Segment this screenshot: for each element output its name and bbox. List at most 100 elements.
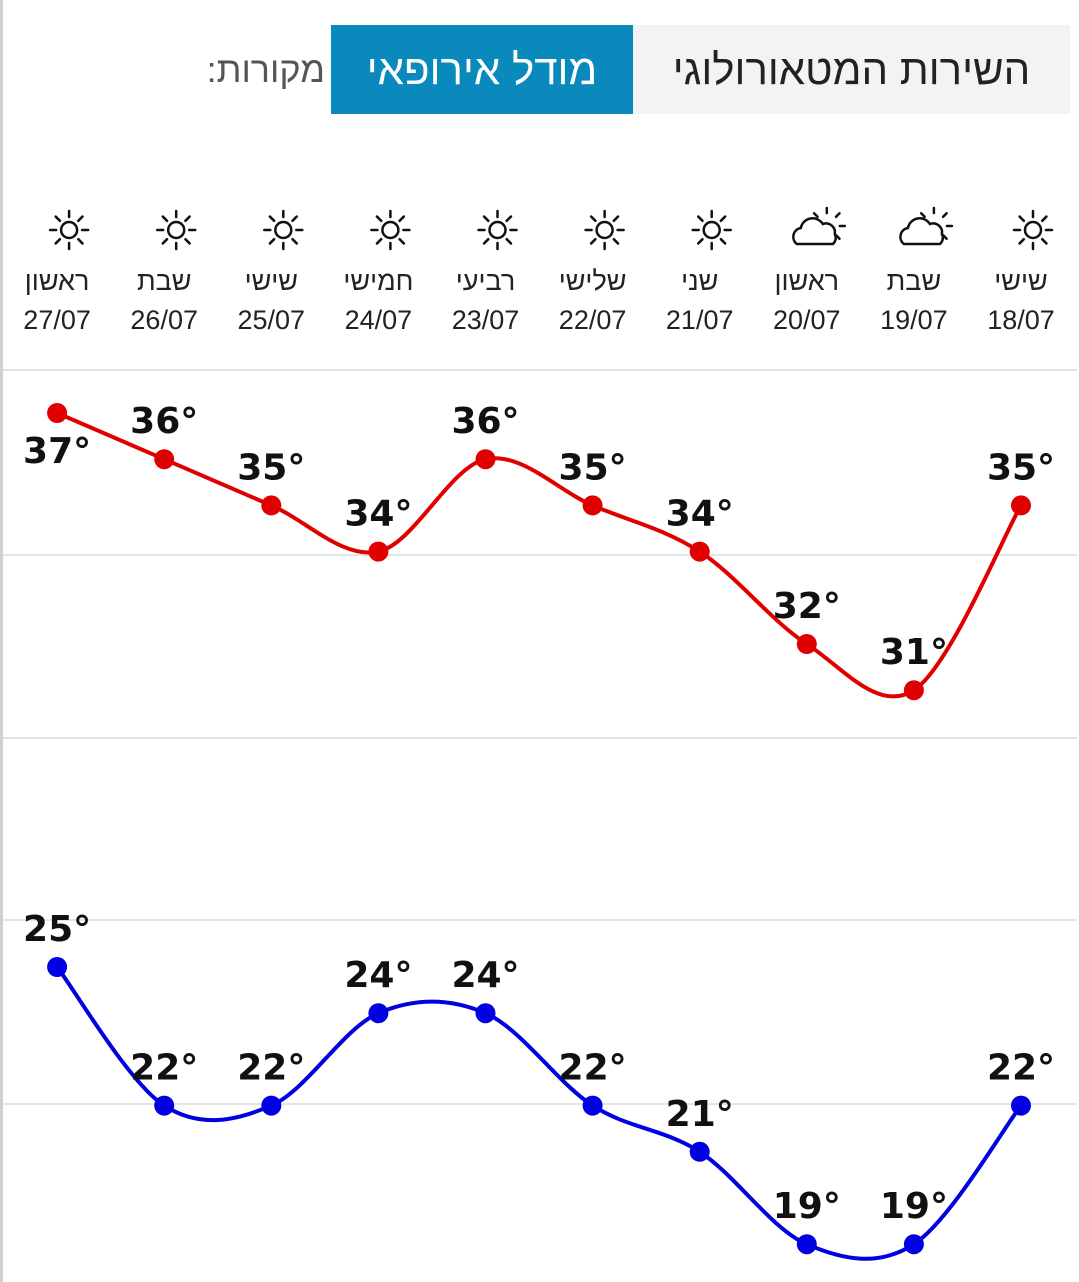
sun-icon bbox=[48, 209, 90, 251]
low-temp-point bbox=[47, 957, 68, 977]
day-label: שני bbox=[681, 266, 718, 296]
day-label: שבת bbox=[887, 266, 942, 296]
sun-icon bbox=[477, 209, 518, 251]
sun-ray bbox=[1018, 237, 1026, 245]
source-selector: מקורות: מודל אירופאי השירות המטאורולוגי bbox=[199, 25, 1080, 114]
low-temp-point bbox=[903, 1234, 924, 1255]
date-label: 19/07 bbox=[880, 305, 948, 335]
high-temp-point bbox=[368, 541, 389, 562]
sun-ray bbox=[375, 237, 383, 245]
cloud-shape bbox=[899, 217, 945, 246]
source-met-service-button[interactable]: השירות המטאורולוגי bbox=[633, 25, 1070, 114]
high-temp-label: 35° bbox=[559, 447, 627, 488]
date-label: 25/07 bbox=[238, 305, 306, 335]
low-temp-label: 24° bbox=[451, 955, 519, 996]
high-temp-line bbox=[56, 411, 1023, 699]
high-temp-point bbox=[796, 634, 817, 654]
high-temp-point bbox=[261, 495, 282, 516]
sun-ray bbox=[812, 212, 819, 219]
date-label: 22/07 bbox=[559, 305, 627, 335]
sun-ray bbox=[161, 237, 169, 245]
sun-ray bbox=[719, 237, 727, 245]
low-temp-point bbox=[689, 1141, 710, 1162]
low-temp-point bbox=[475, 1003, 496, 1024]
high-temp-point bbox=[582, 495, 603, 516]
date-label: 18/07 bbox=[987, 305, 1055, 335]
sun-ray bbox=[54, 215, 62, 223]
low-temp-point bbox=[154, 1095, 175, 1116]
day-label: שלישי bbox=[559, 266, 627, 296]
sun-ray bbox=[482, 237, 490, 245]
high-temp-point bbox=[475, 449, 496, 470]
low-temp-label: 21° bbox=[666, 1094, 734, 1135]
low-temp-line bbox=[55, 965, 1023, 1261]
low-temp-point bbox=[1011, 1095, 1031, 1116]
low-temp-point bbox=[368, 1003, 389, 1024]
high-temp-point bbox=[1011, 495, 1031, 516]
partly-cloudy-icon bbox=[899, 206, 954, 246]
sun-ray bbox=[1018, 215, 1026, 223]
low-temp-label: 24° bbox=[344, 955, 412, 996]
sources-label: מקורות: bbox=[206, 48, 325, 90]
sun-core bbox=[1023, 220, 1043, 240]
low-temp-point bbox=[261, 1095, 282, 1116]
sun-core bbox=[702, 220, 721, 240]
sun-ray bbox=[697, 215, 704, 223]
sun-ray bbox=[184, 237, 191, 245]
sun-ray bbox=[1040, 215, 1048, 223]
sun-ray bbox=[77, 215, 84, 223]
sun-ray bbox=[398, 215, 406, 223]
sun-ray bbox=[697, 237, 704, 245]
sun-icon bbox=[691, 209, 732, 251]
day-label: ראשון bbox=[25, 266, 90, 296]
low-temp-label: 19° bbox=[773, 1186, 841, 1227]
sun-core bbox=[381, 220, 400, 240]
sun-ray bbox=[54, 237, 62, 245]
cloud-shape bbox=[792, 217, 837, 246]
sun-ray bbox=[398, 237, 406, 245]
sun-ray bbox=[291, 215, 298, 223]
sun-ray bbox=[184, 215, 191, 223]
sun-ray bbox=[834, 212, 841, 219]
low-temp-label: 22° bbox=[559, 1048, 627, 1089]
date-label: 24/07 bbox=[345, 305, 413, 335]
sun-ray bbox=[612, 237, 620, 245]
sun-ray bbox=[719, 215, 727, 223]
sun-ray bbox=[291, 237, 298, 245]
low-temp-point bbox=[582, 1095, 603, 1116]
sun-icon bbox=[370, 209, 411, 251]
high-temp-point bbox=[689, 541, 710, 562]
sun-ray bbox=[589, 237, 597, 245]
sun-ray bbox=[612, 215, 620, 223]
high-temp-point bbox=[903, 680, 924, 701]
sun-ray bbox=[941, 212, 948, 219]
date-label: 23/07 bbox=[452, 305, 520, 335]
sun-core bbox=[274, 220, 293, 240]
sun-ray bbox=[505, 215, 513, 223]
source-european-model-button[interactable]: מודל אירופאי bbox=[331, 25, 633, 114]
day-label: שישי bbox=[994, 266, 1047, 296]
date-label: 21/07 bbox=[666, 305, 734, 335]
sun-ray bbox=[77, 237, 84, 245]
sun-core bbox=[488, 220, 507, 240]
sun-ray bbox=[375, 215, 383, 223]
sun-ray bbox=[268, 237, 276, 245]
high-temp-label: 35° bbox=[237, 447, 305, 488]
sun-core bbox=[166, 220, 186, 240]
day-label: ראשון bbox=[775, 266, 840, 296]
high-temp-point bbox=[47, 403, 68, 423]
high-temp-label: 34° bbox=[666, 494, 734, 535]
high-temp-label: 37° bbox=[23, 431, 91, 472]
low-temp-label: 19° bbox=[880, 1186, 948, 1227]
sun-ray bbox=[482, 215, 490, 223]
low-temp-label: 22° bbox=[987, 1048, 1055, 1089]
sun-icon bbox=[155, 209, 197, 251]
high-temp-label: 34° bbox=[344, 494, 412, 535]
day-label: שבת bbox=[137, 266, 192, 296]
sun-ray bbox=[161, 215, 169, 223]
day-label: רביעי bbox=[456, 266, 516, 296]
high-temp-label: 36° bbox=[451, 401, 519, 442]
sun-ray bbox=[919, 212, 926, 219]
high-temp-label: 31° bbox=[880, 632, 948, 673]
